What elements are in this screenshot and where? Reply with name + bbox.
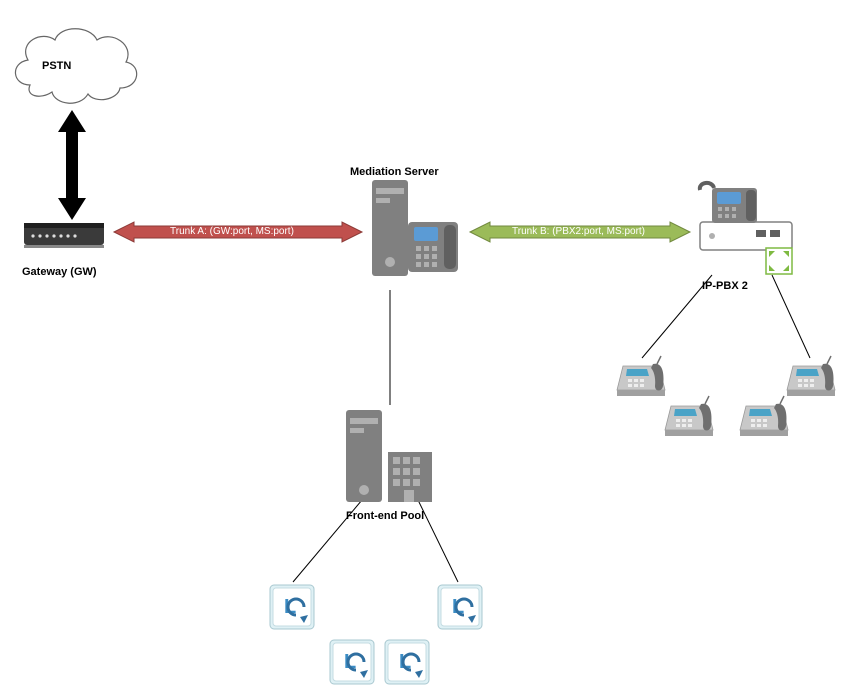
lync-clients — [270, 585, 482, 684]
fepool-label: Front-end Pool — [346, 510, 424, 522]
pstn-gateway-arrow — [58, 110, 86, 220]
mediation-label: Mediation Server — [350, 166, 439, 178]
ippbx-icon — [700, 183, 792, 274]
ippbx-label: IP-PBX 2 — [702, 280, 748, 292]
mediation-server-icon — [372, 180, 458, 276]
pstn-cloud — [15, 29, 136, 103]
pstn-label: PSTN — [42, 60, 71, 72]
trunk-a-label: Trunk A: (GW:port, MS:port) — [170, 226, 294, 237]
fepool-icon — [346, 410, 432, 502]
trunk-b-label: Trunk B: (PBX2:port, MS:port) — [512, 226, 645, 237]
diagram-canvas: L — [0, 0, 851, 694]
gateway-icon — [24, 223, 104, 248]
gateway-label: Gateway (GW) — [22, 266, 97, 278]
pbx-phones — [617, 356, 835, 436]
